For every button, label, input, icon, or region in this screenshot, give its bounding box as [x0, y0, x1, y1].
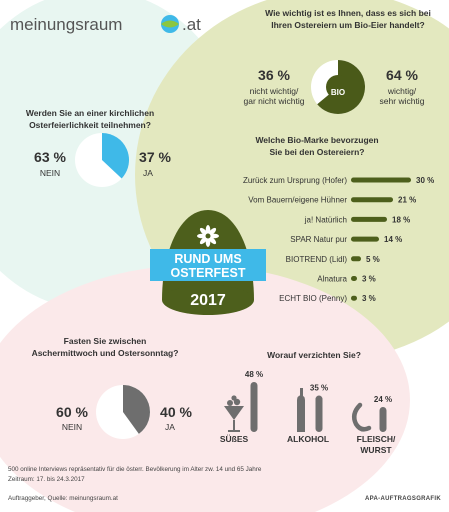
church-right-label: JA [143, 168, 153, 178]
brand-bar [351, 197, 393, 202]
bio-pie-center-label: BIO [331, 88, 345, 97]
fast-pie [96, 385, 150, 439]
bio-left-label-line1: nicht wichtig/ [250, 86, 299, 96]
church-left-percent: 63 % [34, 149, 66, 165]
renounce-label-3b: WURST [360, 445, 392, 455]
brand-bar-value: 18 % [392, 215, 410, 224]
bio-question-line1: Wie wichtig ist es Ihnen, dass es sich b… [265, 8, 431, 18]
fast-right-percent: 40 % [160, 404, 192, 420]
fast-question-line2: Aschermittwoch und Ostersonntag? [32, 348, 179, 358]
logo-text: meinungsraum [10, 15, 122, 34]
bio-left-percent: 36 % [258, 67, 290, 83]
brand-logo: meinungsraum .at [10, 15, 201, 34]
brand-bar-label: Alnatura [317, 275, 347, 284]
brand-bar-value: 3 % [362, 294, 376, 303]
renounce-bar [316, 396, 323, 432]
renounce-question: Worauf verzichten Sie? [267, 350, 361, 360]
bio-pie [311, 60, 365, 114]
fast-left-label: NEIN [62, 422, 82, 432]
brand-bar-label: ja! Natürlich [304, 215, 347, 224]
badge-year: 2017 [190, 292, 226, 309]
renounce-bar [251, 382, 258, 432]
brand-bar-label: Vom Bauern/eigene Hühner [248, 196, 347, 205]
brand-bar [351, 217, 387, 222]
badge-line1: RUND UMS [174, 252, 241, 266]
renounce-label-1: SÜßES [220, 434, 249, 444]
brand-bar [351, 296, 357, 301]
brand-bar-label: ECHT BIO (Penny) [279, 294, 347, 303]
renounce-label-3: FLEISCH/ [357, 434, 396, 444]
renounce-bar-value: 24 % [374, 395, 392, 404]
brand-bar [351, 178, 411, 183]
brand-bar [351, 256, 361, 261]
badge-line2: OSTERFEST [170, 266, 245, 280]
brand-bar-value: 21 % [398, 196, 416, 205]
brand-bar-value: 3 % [362, 275, 376, 284]
renounce-bar-value: 48 % [245, 370, 263, 379]
flower-icon [197, 225, 219, 247]
brand-bar-value: 14 % [384, 235, 402, 244]
bio-right-label-line1: wichtig/ [387, 86, 417, 96]
brand-bar-label: BIOTREND (Lidl) [286, 255, 348, 264]
bio-left-label-line2: gar nicht wichtig [244, 96, 305, 106]
footer-source: Auftraggeber, Quelle: meinungsraum.at [8, 495, 118, 502]
footer-credit: APA-AUFTRAGSGRAFIK [365, 496, 441, 502]
brand-question-line2: Sie bei den Ostereiern? [270, 147, 365, 157]
footer-period: Zeitraum: 17. bis 24.3.2017 [8, 476, 85, 483]
renounce-label-2: ALKOHOL [287, 434, 329, 444]
bio-question-line2: Ihren Ostereiern um Bio-Eier handelt? [271, 20, 425, 30]
bio-right-percent: 64 % [386, 67, 418, 83]
brand-bar [351, 276, 357, 281]
renounce-bar-value: 35 % [310, 384, 328, 393]
renounce-bar [380, 407, 387, 432]
church-right-percent: 37 % [139, 149, 171, 165]
brand-bar-value: 30 % [416, 176, 434, 185]
brand-bar-label: SPAR Natur pur [290, 235, 347, 244]
brand-bar-label: Zurück zum Ursprung (Hofer) [243, 176, 347, 185]
brand-question-line1: Welche Bio-Marke bevorzugen [255, 135, 378, 145]
fast-question-line1: Fasten Sie zwischen [64, 336, 147, 346]
church-left-label: NEIN [40, 168, 60, 178]
church-question-line1: Werden Sie an einer kirchlichen [26, 108, 154, 118]
fast-left-percent: 60 % [56, 404, 88, 420]
logo-suffix: .at [182, 15, 201, 34]
bio-right-label-line2: sehr wichtig [380, 96, 425, 106]
brand-bar-value: 5 % [366, 255, 380, 264]
brand-bar [351, 237, 379, 242]
church-pie [75, 133, 129, 187]
church-question-line2: Osterfeierlichkeit teilnehmen? [29, 120, 151, 130]
fast-right-label: JA [165, 422, 175, 432]
footer-methodology: 500 online Interviews repräsentativ für … [8, 466, 262, 473]
